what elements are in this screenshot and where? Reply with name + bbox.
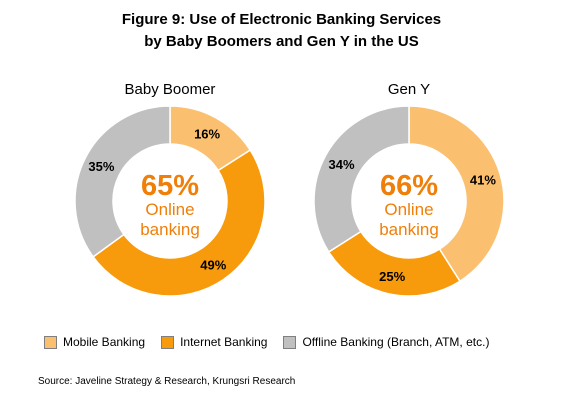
donut-slices	[74, 105, 266, 297]
legend-label: Internet Banking	[180, 335, 268, 349]
center-value-baby-boomer: 65%	[141, 170, 199, 202]
donut-baby-boomer: Baby Boomer 16% 49% 35% 65% Online banking	[74, 81, 266, 297]
slice-internet-banking	[92, 149, 266, 297]
slice-mobile-banking	[408, 105, 505, 283]
center-label-line2-gen-y: banking	[379, 220, 439, 239]
center-value-gen-y: 66%	[380, 170, 438, 202]
slice-offline-banking	[313, 105, 410, 253]
slice-labels: 16% 49% 35%	[88, 127, 226, 273]
donut-gen-y: Gen Y 41% 25% 34% 66% Online banking	[313, 81, 505, 297]
legend-item-offline-banking: Offline Banking (Branch, ATM, etc.)	[283, 335, 489, 349]
donut-slices	[313, 105, 505, 297]
slice-offline-banking	[74, 105, 171, 258]
center-label-line1-baby-boomer: Online	[145, 200, 194, 219]
center-label-line1-gen-y: Online	[384, 200, 433, 219]
slice-value-label: 41%	[470, 173, 496, 188]
legend-swatch-mobile	[44, 335, 57, 349]
slice-value-label: 35%	[88, 159, 114, 174]
slice-internet-banking	[327, 230, 461, 297]
legend-label: Offline Banking (Branch, ATM, etc.)	[302, 335, 490, 349]
legend-swatch-internet	[161, 335, 175, 349]
center-label-line2-baby-boomer: banking	[140, 220, 200, 239]
title-line-1: Figure 9: Use of Electronic Banking Serv…	[121, 11, 442, 28]
slice-labels: 41% 25% 34%	[329, 157, 497, 284]
slice-value-label: 34%	[329, 157, 355, 172]
legend-label: Mobile Banking	[63, 335, 146, 349]
source-note: Source: Javeline Strategy & Research, Kr…	[38, 376, 296, 387]
slice-value-label: 49%	[200, 258, 226, 273]
chart-title: Figure 9: Use of Electronic Banking Serv…	[0, 9, 563, 53]
title-line-2: by Baby Boomers and Gen Y in the US	[144, 33, 419, 50]
donut-title-gen-y: Gen Y	[388, 81, 430, 98]
legend-item-internet-banking: Internet Banking	[161, 335, 267, 349]
slice-value-label: 25%	[379, 269, 405, 284]
legend: Mobile Banking Internet Banking Offline …	[44, 334, 489, 350]
slice-value-label: 16%	[194, 127, 220, 142]
legend-item-mobile-banking: Mobile Banking	[44, 335, 145, 349]
legend-swatch-offline	[283, 335, 297, 349]
donut-title-baby-boomer: Baby Boomer	[125, 81, 216, 98]
